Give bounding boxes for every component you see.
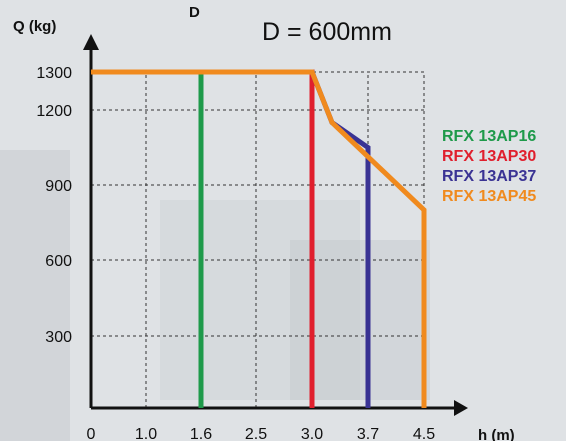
- y-axis-arrow: [83, 34, 99, 50]
- legend: RFX 13AP16 RFX 13AP30 RFX 13AP37 RFX 13AP45: [442, 128, 536, 205]
- x-tick-label: 1.0: [135, 426, 157, 441]
- x-tick-label: 1.6: [190, 426, 212, 441]
- x-tick-labels: 0 1.0 1.6 2.5 3.0 3.7 4.5: [87, 426, 436, 441]
- y-tick-labels: 1300 1200 900 600 300: [36, 65, 72, 346]
- y-tick-label: 600: [45, 253, 72, 270]
- axes: [83, 34, 468, 416]
- x-tick-label: 3.7: [357, 426, 379, 441]
- legend-entry: RFX 13AP30: [442, 148, 536, 165]
- x-tick-label: 4.5: [413, 426, 435, 441]
- y-axis-label: Q (kg): [13, 18, 56, 35]
- series-layer: [91, 69, 427, 408]
- x-axis-label: h (m): [478, 427, 515, 441]
- chart-subtitle: D: [189, 4, 200, 21]
- y-tick-label: 300: [45, 329, 72, 346]
- chart-title: D = 600mm: [262, 18, 392, 46]
- x-tick-label: 2.5: [245, 426, 267, 441]
- y-tick-label: 900: [45, 178, 72, 195]
- legend-entry: RFX 13AP37: [442, 168, 536, 185]
- x-axis-arrow: [454, 400, 468, 416]
- x-tick-label: 0: [87, 426, 96, 441]
- y-tick-label: 1200: [36, 103, 72, 120]
- x-tick-label: 3.0: [301, 426, 323, 441]
- legend-entry: RFX 13AP16: [442, 128, 536, 145]
- series-line-rfx-13ap45: [91, 69, 427, 408]
- y-tick-label: 1300: [36, 65, 72, 82]
- legend-entry: RFX 13AP45: [442, 188, 536, 205]
